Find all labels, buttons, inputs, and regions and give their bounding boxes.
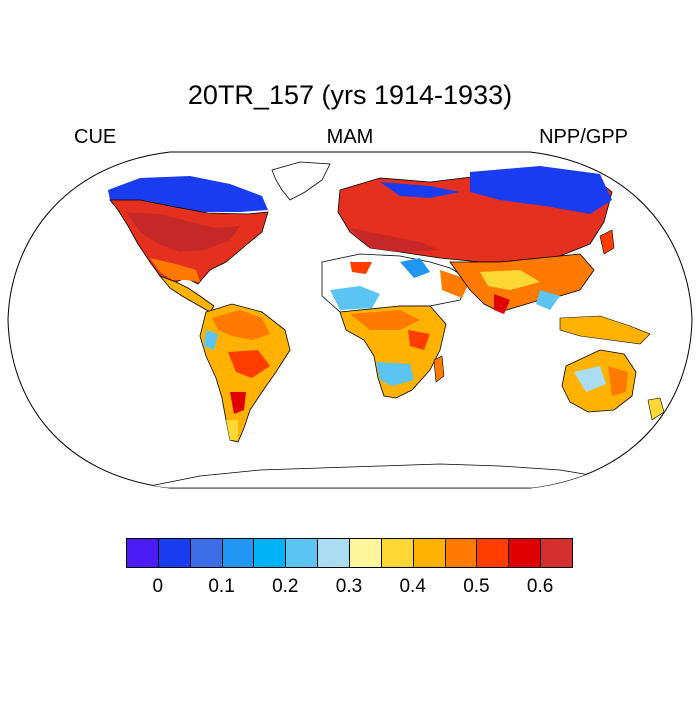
colorbar-swatch	[189, 538, 223, 568]
siberia-arctic	[470, 166, 612, 214]
season-label: MAM	[326, 126, 374, 148]
colorbar-swatch	[221, 538, 255, 568]
colorbar-tick-label: 0	[152, 576, 164, 597]
colorbar-tick-label: 0.5	[463, 576, 490, 597]
units-label: NPP/GPP	[539, 126, 628, 148]
colorbar-tick-label: 0.6	[526, 576, 554, 597]
colorbar-swatch	[126, 538, 159, 568]
colorbar-tick-label: 0.3	[335, 576, 363, 597]
africa	[339, 305, 447, 399]
colorbar-swatch	[349, 538, 382, 568]
colorbar-swatch	[380, 538, 414, 568]
colorbar-swatch	[253, 538, 287, 568]
central-america	[158, 275, 215, 313]
antarctica	[149, 463, 641, 488]
colorbar-swatch	[476, 538, 510, 568]
variable-label: CUE	[74, 126, 117, 148]
colorbar-swatch	[412, 538, 446, 568]
colorbar-swatch	[540, 538, 573, 568]
colorbar-tick-label: 0.4	[399, 576, 426, 597]
colorbar-swatch	[317, 538, 350, 568]
colorbar-swatch	[508, 538, 542, 568]
colorbar-swatch	[285, 538, 319, 568]
colorbar-tick-label: 0.2	[272, 576, 299, 597]
colorbar-tick-label: 0.1	[208, 576, 235, 597]
colorbar-swatch	[444, 538, 478, 568]
se-asia-islands	[559, 315, 651, 345]
greenland	[271, 161, 331, 201]
plot-title: 20TR_157 (yrs 1914-1933)	[187, 80, 513, 110]
colorbar-swatch	[157, 538, 191, 568]
